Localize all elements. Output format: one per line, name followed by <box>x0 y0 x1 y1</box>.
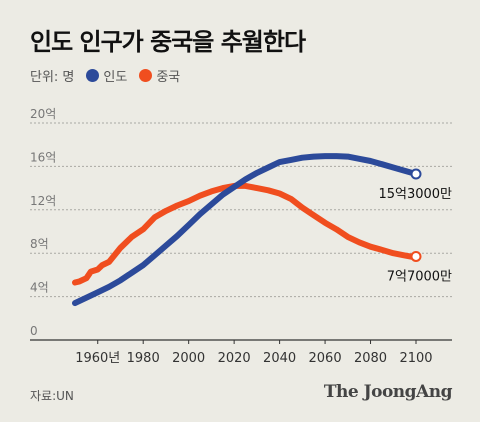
unit-label: 단위: 명 <box>30 70 75 85</box>
series-lines <box>72 153 419 307</box>
legend-item-india: 인도 <box>86 66 127 85</box>
x-axis: 1960년 1980 2000 2020 2040 2060 2080 2100 <box>75 340 433 366</box>
x-tick-label: 2080 <box>354 351 387 366</box>
y-tick-label: 8억 <box>30 237 49 251</box>
data-label: 7억7000만 <box>387 269 452 284</box>
end-point-marker <box>410 250 422 262</box>
chart-title: 인도 인구가 중국을 추월한다 <box>30 28 306 56</box>
y-tick-label: 0 <box>30 324 38 338</box>
series-line-india <box>72 153 419 307</box>
legend-marker-india <box>86 69 100 82</box>
y-tick-label: 12억 <box>30 194 56 208</box>
source-note: 자료:UN <box>30 389 74 403</box>
legend-marker-china <box>139 69 153 82</box>
legend-item-china: 중국 <box>139 66 180 85</box>
legend-label-china: 중국 <box>156 70 181 85</box>
end-point-marker <box>410 168 422 180</box>
x-tick-label: 2060 <box>309 351 342 366</box>
x-tick-label: 1980 <box>127 351 160 366</box>
x-tick-label: 2020 <box>218 351 251 366</box>
y-tick-label: 20억 <box>30 107 56 121</box>
legend-label-india: 인도 <box>103 70 128 85</box>
y-tick-label: 16억 <box>30 150 56 164</box>
y-axis: 0 4억 8억 12억 16억 20억 <box>30 107 56 338</box>
data-label: 15억3000만 <box>378 187 452 202</box>
x-tick-label: 2000 <box>172 351 205 366</box>
x-tick-label: 1960년 <box>75 351 120 366</box>
grid <box>30 122 452 341</box>
y-tick-label: 4억 <box>30 281 49 295</box>
x-tick-label: 2100 <box>399 351 432 366</box>
legend: 단위: 명 인도 중국 <box>30 66 180 85</box>
series-line-china <box>72 182 419 286</box>
brand-logo: The JoongAng <box>323 382 453 402</box>
x-tick-label: 2040 <box>263 351 296 366</box>
annotations: 15억3000만 7억7000만 <box>378 168 452 284</box>
